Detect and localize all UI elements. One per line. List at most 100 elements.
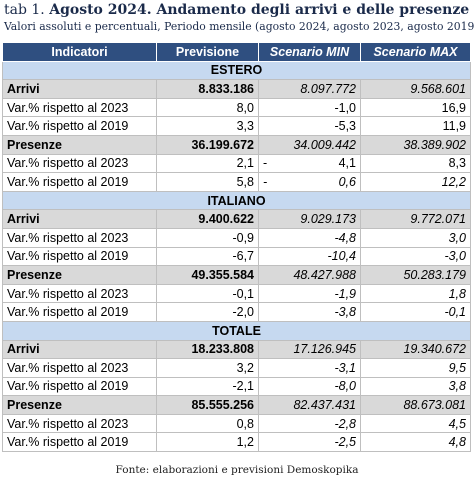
section-name: TOTALE bbox=[2, 320, 471, 341]
cell-mark: - bbox=[263, 156, 268, 171]
cell-value: 34.009.442 bbox=[258, 134, 361, 155]
row-label: Arrivi bbox=[2, 79, 157, 99]
title: tab 1. Agosto 2024. Andamento degli arri… bbox=[4, 2, 469, 18]
data-row: Presenze 85.555.256 82.437.431 88.673.081 bbox=[2, 395, 471, 415]
subtitle: Valori assoluti e percentuali, Periodo m… bbox=[4, 20, 474, 33]
cell-value: 85.555.256 bbox=[156, 395, 259, 415]
cell-value: -3,8 bbox=[258, 302, 361, 322]
row-label: Presenze bbox=[2, 265, 157, 285]
section-name: ITALIANO bbox=[2, 190, 471, 211]
cell-value: 9.400.622 bbox=[156, 209, 259, 229]
cell-value: -3,0 bbox=[360, 246, 471, 267]
cell-value: 1,2 bbox=[156, 432, 259, 453]
cell-value: 5,8 bbox=[156, 172, 259, 192]
cell-value: 4,5 bbox=[360, 413, 471, 434]
cell-value: -2,5 bbox=[258, 432, 361, 453]
row-label: Presenze bbox=[2, 395, 157, 415]
cell-value: -4,8 bbox=[258, 227, 361, 248]
data-row: Var.% rispetto al 2023 3,2 -3,1 9,5 bbox=[2, 358, 471, 378]
cell-value: -1,9 bbox=[258, 283, 361, 304]
data-row: Var.% rispetto al 2019 1,2 -2,5 4,8 bbox=[2, 432, 471, 453]
column-header: Previsione bbox=[156, 42, 259, 62]
row-label: Var.% rispetto al 2019 bbox=[2, 302, 157, 322]
cell-value: 1,8 bbox=[360, 283, 471, 304]
column-header: Indicatori bbox=[2, 42, 157, 62]
cell-value: 17.126.945 bbox=[258, 339, 361, 360]
cell-value: 3,2 bbox=[156, 358, 259, 378]
data-row: Presenze 49.355.584 48.427.988 50.283.179 bbox=[2, 265, 471, 285]
cell-value: 0,6 bbox=[338, 174, 356, 189]
cell-value: -0,1 bbox=[360, 302, 471, 322]
row-label: Var.% rispetto al 2019 bbox=[2, 376, 157, 397]
cell-value: 19.340.672 bbox=[360, 339, 471, 360]
header-row: Indicatori Previsione Scenario MIN Scenario… bbox=[2, 42, 471, 62]
column-header: Scenario MAX bbox=[360, 42, 471, 62]
cell-value: 9,5 bbox=[360, 358, 471, 378]
cell-value: 8,0 bbox=[156, 97, 259, 118]
row-label: Var.% rispetto al 2019 bbox=[2, 172, 157, 192]
cell-value: 4,1 bbox=[338, 156, 356, 171]
cell-value: -1,0 bbox=[258, 97, 361, 118]
cell-value: -5,3 bbox=[258, 116, 361, 136]
cell-value: 8,3 bbox=[360, 153, 471, 174]
row-label: Arrivi bbox=[2, 339, 157, 360]
row-label: Var.% rispetto al 2019 bbox=[2, 116, 157, 136]
cell-mark: - bbox=[263, 174, 268, 189]
cell-value: -6,7 bbox=[156, 246, 259, 267]
data-row: Arrivi 18.233.808 17.126.945 19.340.672 bbox=[2, 339, 471, 360]
cell-value: 9.772.071 bbox=[360, 209, 471, 229]
cell-value: 9.568.601 bbox=[360, 79, 471, 99]
cell: - 0,6 bbox=[258, 172, 361, 192]
title-prefix: tab 1. bbox=[4, 2, 45, 18]
data-row: Var.% rispetto al 2019 3,3 -5,3 11,9 bbox=[2, 116, 471, 136]
cell-value: -0,9 bbox=[156, 227, 259, 248]
row-label: Arrivi bbox=[2, 209, 157, 229]
cell-value: -2,8 bbox=[258, 413, 361, 434]
section-row: TOTALE bbox=[2, 320, 471, 341]
cell-value: -8,0 bbox=[258, 376, 361, 397]
row-label: Var.% rispetto al 2019 bbox=[2, 246, 157, 267]
data-row: Var.% rispetto al 2019 -2,0 -3,8 -0,1 bbox=[2, 302, 471, 322]
row-label: Var.% rispetto al 2023 bbox=[2, 227, 157, 248]
cell-value: 49.355.584 bbox=[156, 265, 259, 285]
cell-value: 36.199.672 bbox=[156, 134, 259, 155]
row-label: Var.% rispetto al 2023 bbox=[2, 153, 157, 174]
column-header: Scenario MIN bbox=[258, 42, 361, 62]
cell-value: 38.389.902 bbox=[360, 134, 471, 155]
data-row: Var.% rispetto al 2019 -2,1 -8,0 3,8 bbox=[2, 376, 471, 397]
data-row: Var.% rispetto al 2023 8,0 -1,0 16,9 bbox=[2, 97, 471, 118]
cell-value: 11,9 bbox=[360, 116, 471, 136]
cell-value: 9.029.173 bbox=[258, 209, 361, 229]
row-label: Var.% rispetto al 2019 bbox=[2, 432, 157, 453]
cell-value: 4,8 bbox=[360, 432, 471, 453]
row-label: Var.% rispetto al 2023 bbox=[2, 97, 157, 118]
data-row: Presenze 36.199.672 34.009.442 38.389.902 bbox=[2, 134, 471, 155]
section-name: ESTERO bbox=[2, 60, 471, 81]
cell-value: 8.833.186 bbox=[156, 79, 259, 99]
data-row: Var.% rispetto al 2023 0,8 -2,8 4,5 bbox=[2, 413, 471, 434]
data-row: Var.% rispetto al 2023 -0,1 -1,9 1,8 bbox=[2, 283, 471, 304]
cell-value: 8.097.772 bbox=[258, 79, 361, 99]
data-row: Var.% rispetto al 2019 5,8- 0,6 12,2 bbox=[2, 172, 471, 192]
cell-value: -3,1 bbox=[258, 358, 361, 378]
section-row: ITALIANO bbox=[2, 190, 471, 211]
data-row: Arrivi 9.400.622 9.029.173 9.772.071 bbox=[2, 209, 471, 229]
title-text: Agosto 2024. Andamento degli arrivi e de… bbox=[49, 2, 470, 18]
cell: - 4,1 bbox=[258, 153, 361, 174]
row-label: Var.% rispetto al 2023 bbox=[2, 413, 157, 434]
cell-value: 2,1 bbox=[156, 153, 259, 174]
cell-value: 3,0 bbox=[360, 227, 471, 248]
row-label: Presenze bbox=[2, 134, 157, 155]
cell-value: -10,4 bbox=[258, 246, 361, 267]
row-label: Var.% rispetto al 2023 bbox=[2, 283, 157, 304]
footer: Fonte: elaborazioni e previsioni Demosko… bbox=[115, 464, 359, 476]
cell-value: 50.283.179 bbox=[360, 265, 471, 285]
cell-value: 12,2 bbox=[360, 172, 471, 192]
data-row: Var.% rispetto al 2023 -0,9 -4,8 3,0 bbox=[2, 227, 471, 248]
table: Indicatori Previsione Scenario MIN Scenario… bbox=[2, 42, 471, 453]
data-row: Arrivi 8.833.186 8.097.772 9.568.601 bbox=[2, 79, 471, 99]
cell-value: 16,9 bbox=[360, 97, 471, 118]
section-row: ESTERO bbox=[2, 60, 471, 81]
cell-value: 3,3 bbox=[156, 116, 259, 136]
